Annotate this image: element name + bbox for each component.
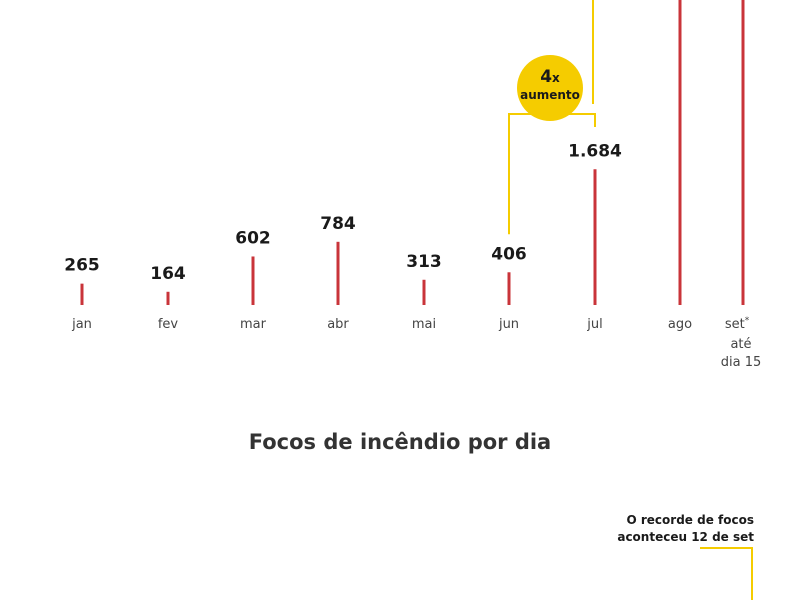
month-label-jul: jul xyxy=(586,317,602,332)
increase-badge-label: aumento xyxy=(520,88,580,102)
comparison-bracket xyxy=(508,113,596,235)
month-label-ago: ago xyxy=(668,317,692,332)
record-note: O recorde de focos aconteceu 12 de set xyxy=(617,512,754,546)
month-label-fev: fev xyxy=(158,317,179,332)
record-pointer xyxy=(700,547,753,600)
value-label-mai: 313 xyxy=(406,252,442,272)
month-label-mai: mai xyxy=(412,317,436,332)
record-note-line-1: O recorde de focos xyxy=(626,513,755,527)
value-label-jun: 406 xyxy=(491,244,527,264)
month-label-abr: abr xyxy=(327,317,349,332)
set-note-line-1: até xyxy=(730,337,751,352)
record-note-line-2: aconteceu 12 de set xyxy=(617,530,754,544)
section-title: Focos de incêndio por dia xyxy=(248,430,552,454)
month-label-mar: mar xyxy=(240,317,267,332)
value-label-jan: 265 xyxy=(64,256,100,276)
value-label-fev: 164 xyxy=(150,264,186,284)
set-note-line-2: dia 15 xyxy=(721,355,762,370)
value-label-abr: 784 xyxy=(320,214,356,234)
increase-badge-multiplier: 4x xyxy=(540,67,560,87)
increase-badge xyxy=(517,55,583,121)
value-label-jul: 1.684 xyxy=(568,141,622,161)
month-label-set: set* xyxy=(725,316,750,332)
value-label-mar: 602 xyxy=(235,228,271,248)
month-label-jan: jan xyxy=(71,317,92,332)
month-label-jun: jun xyxy=(498,317,519,332)
